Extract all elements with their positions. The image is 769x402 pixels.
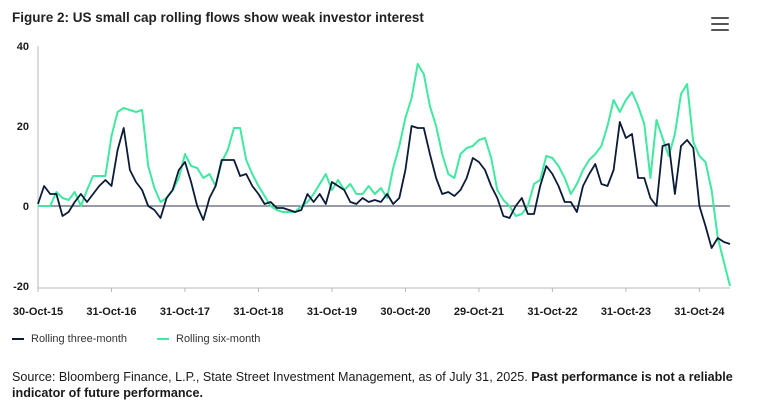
legend-item-three-month[interactable]: Rolling three-month (12, 333, 127, 345)
x-tick-label: 31-Oct-17 (160, 306, 210, 318)
source-note: Source: Bloomberg Finance, L.P., State S… (12, 369, 752, 401)
x-tick-label: 31-Oct-22 (527, 306, 577, 318)
x-tick-label: 31-Oct-23 (601, 306, 651, 318)
y-tick-label: 0 (23, 201, 29, 213)
source-text: Source: Bloomberg Finance, L.P., State S… (12, 370, 528, 384)
legend-item-six-month[interactable]: Rolling six-month (157, 333, 260, 345)
x-tick-label: 31-Oct-18 (233, 306, 283, 318)
y-tick-label: -20 (13, 281, 29, 293)
x-tick-label: 29-Oct-21 (454, 306, 504, 318)
x-tick-label: 31-Oct-24 (674, 306, 725, 318)
legend-swatch-three-month (12, 338, 24, 340)
series-line-three-month[interactable] (37, 121, 731, 249)
legend-swatch-six-month (157, 338, 169, 340)
disclaimer-text: Past performance is not a reliable indic… (12, 370, 733, 400)
y-tick-label: 40 (17, 41, 29, 53)
x-tick-label: 30-Oct-15 (13, 306, 63, 318)
hamburger-menu-icon[interactable] (711, 17, 729, 31)
line-chart: 40 20 0 -20 30-Oct-15 31-Oct-16 31-Oct-17 31-O… (13, 41, 731, 318)
y-tick-label: 20 (17, 121, 29, 133)
legend-label-three-month: Rolling three-month (31, 333, 127, 345)
series-line-six-month[interactable] (38, 63, 731, 287)
x-tick-label: 31-Oct-16 (86, 306, 136, 318)
x-tick-label: 31-Oct-19 (307, 306, 357, 318)
legend-label-six-month: Rolling six-month (176, 333, 261, 345)
x-tick-label: 30-Oct-20 (380, 306, 430, 318)
chart-title: Figure 2: US small cap rolling flows sho… (12, 10, 424, 25)
